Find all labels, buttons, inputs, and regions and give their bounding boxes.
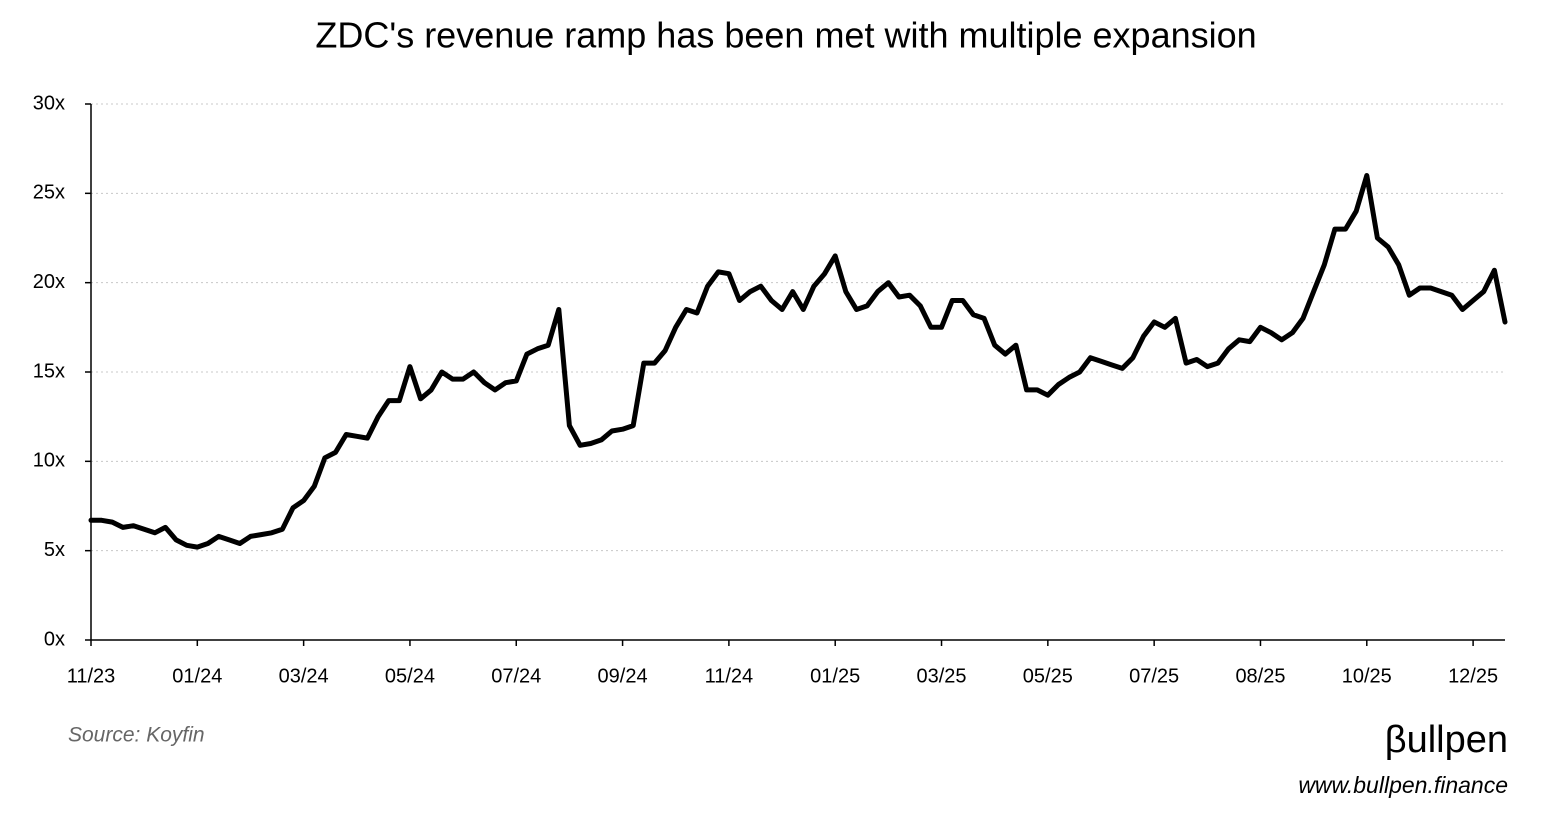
y-tick-label: 5x [44,539,65,561]
x-tick-label: 10/25 [1342,665,1392,687]
x-tick-label: 09/24 [598,665,648,687]
x-tick-label: 03/25 [916,665,966,687]
x-tick-label: 08/25 [1235,665,1285,687]
website: www.bullpen.finance [1298,772,1508,798]
x-tick-label: 03/24 [279,665,329,687]
line-series [88,173,1508,550]
x-tick-label: 01/24 [172,665,222,687]
x-tick-label: 11/24 [705,665,754,687]
y-tick-label: 25x [33,182,65,204]
x-tick-label: 07/25 [1129,665,1179,687]
x-tick-label: 05/24 [385,665,435,687]
y-tick-label: 10x [33,450,65,472]
x-tick-label: 01/25 [810,665,860,687]
logo: βullpen [1385,719,1508,761]
y-tick-label: 30x [33,92,65,114]
y-tick-label: 0x [44,628,65,650]
y-tick-label: 15x [33,360,65,382]
x-tick-label: 11/23 [67,665,116,687]
x-tick-label: 12/25 [1448,665,1498,687]
chart-title: ZDC's revenue ramp has been met with mul… [315,15,1256,56]
x-tick-label: 05/25 [1023,665,1073,687]
y-tick-label: 20x [33,271,65,293]
source-note: Source: Koyfin [68,724,205,747]
x-tick-label: 07/24 [491,665,541,687]
